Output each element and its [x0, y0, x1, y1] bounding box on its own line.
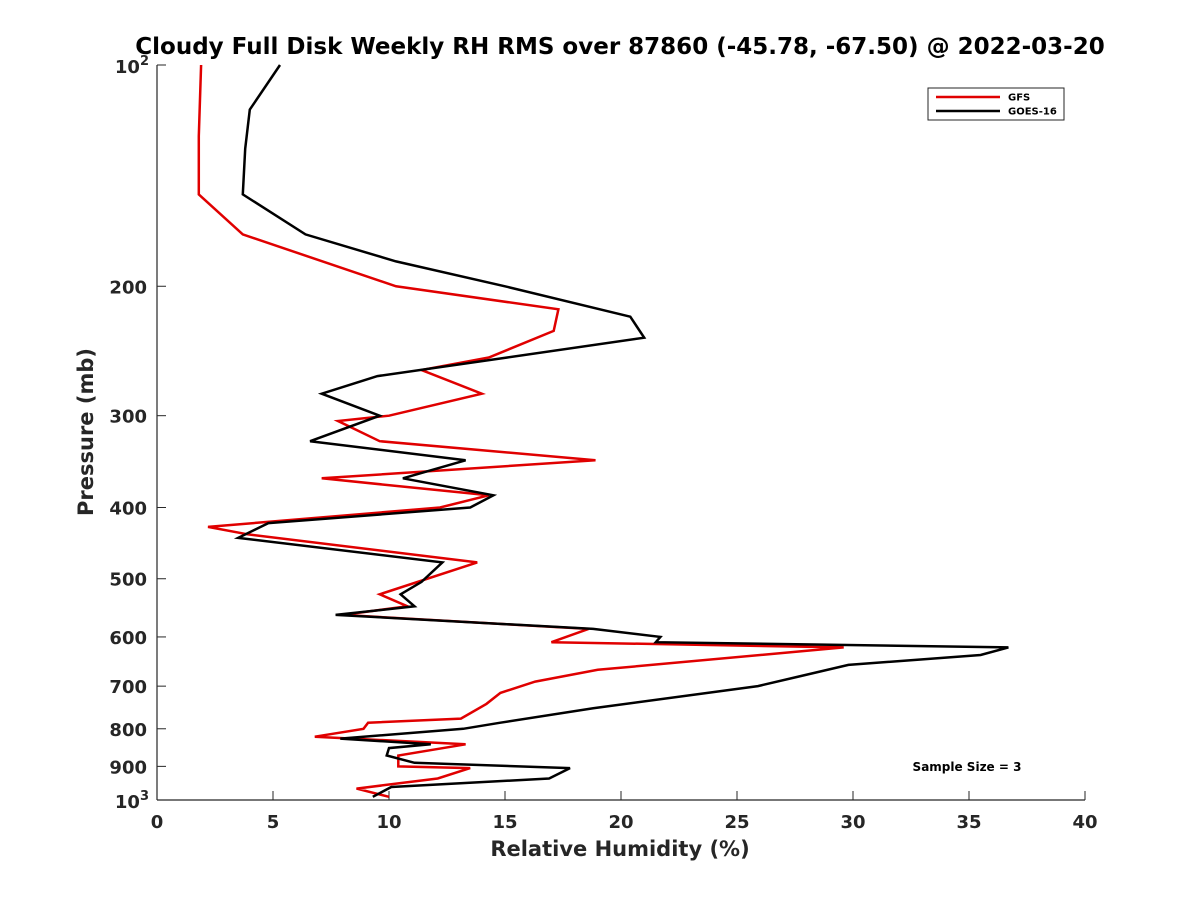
- x-axis: 0 5 10 15 20 25 30 35 40: [151, 791, 1098, 833]
- series-group: [197, 64, 1009, 799]
- x-tick-label: 20: [608, 812, 633, 833]
- y-tick-label: 800: [109, 720, 147, 741]
- x-tick-label: 25: [724, 812, 749, 833]
- y-tick-label: 400: [109, 499, 147, 520]
- sample-size-annotation: Sample Size = 3: [913, 760, 1022, 774]
- x-tick-label: 40: [1072, 812, 1097, 833]
- y-tick-label: 103: [115, 789, 149, 813]
- y-axis-label: Pressure (mb): [74, 348, 98, 516]
- x-tick-label: 5: [267, 812, 280, 833]
- x-tick-label: 30: [840, 812, 865, 833]
- y-tick-label: 102: [115, 54, 149, 78]
- series-line-goes-16: [233, 64, 1009, 798]
- x-axis-label: Relative Humidity (%): [490, 837, 749, 861]
- legend-label-gfs: GFS: [1008, 93, 1030, 104]
- y-axis: 102 200 300 400 500 600 700 800 900 103: [109, 54, 166, 813]
- chart-title: Cloudy Full Disk Weekly RH RMS over 8786…: [135, 34, 1104, 60]
- y-tick-label: 500: [109, 570, 147, 591]
- y-tick-label: 200: [109, 277, 147, 298]
- legend-label-goes-16: GOES-16: [1008, 107, 1057, 118]
- x-tick-label: 35: [956, 812, 981, 833]
- x-tick-label: 0: [151, 812, 164, 833]
- y-tick-label: 300: [109, 407, 147, 428]
- legend-box: [927, 87, 1065, 121]
- y-tick-label: 700: [109, 677, 147, 698]
- y-tick-label: 600: [109, 628, 147, 649]
- y-tick-label: 900: [109, 757, 147, 778]
- legend: GFS GOES-16: [927, 87, 1065, 121]
- x-tick-label: 10: [376, 812, 401, 833]
- x-tick-label: 15: [492, 812, 517, 833]
